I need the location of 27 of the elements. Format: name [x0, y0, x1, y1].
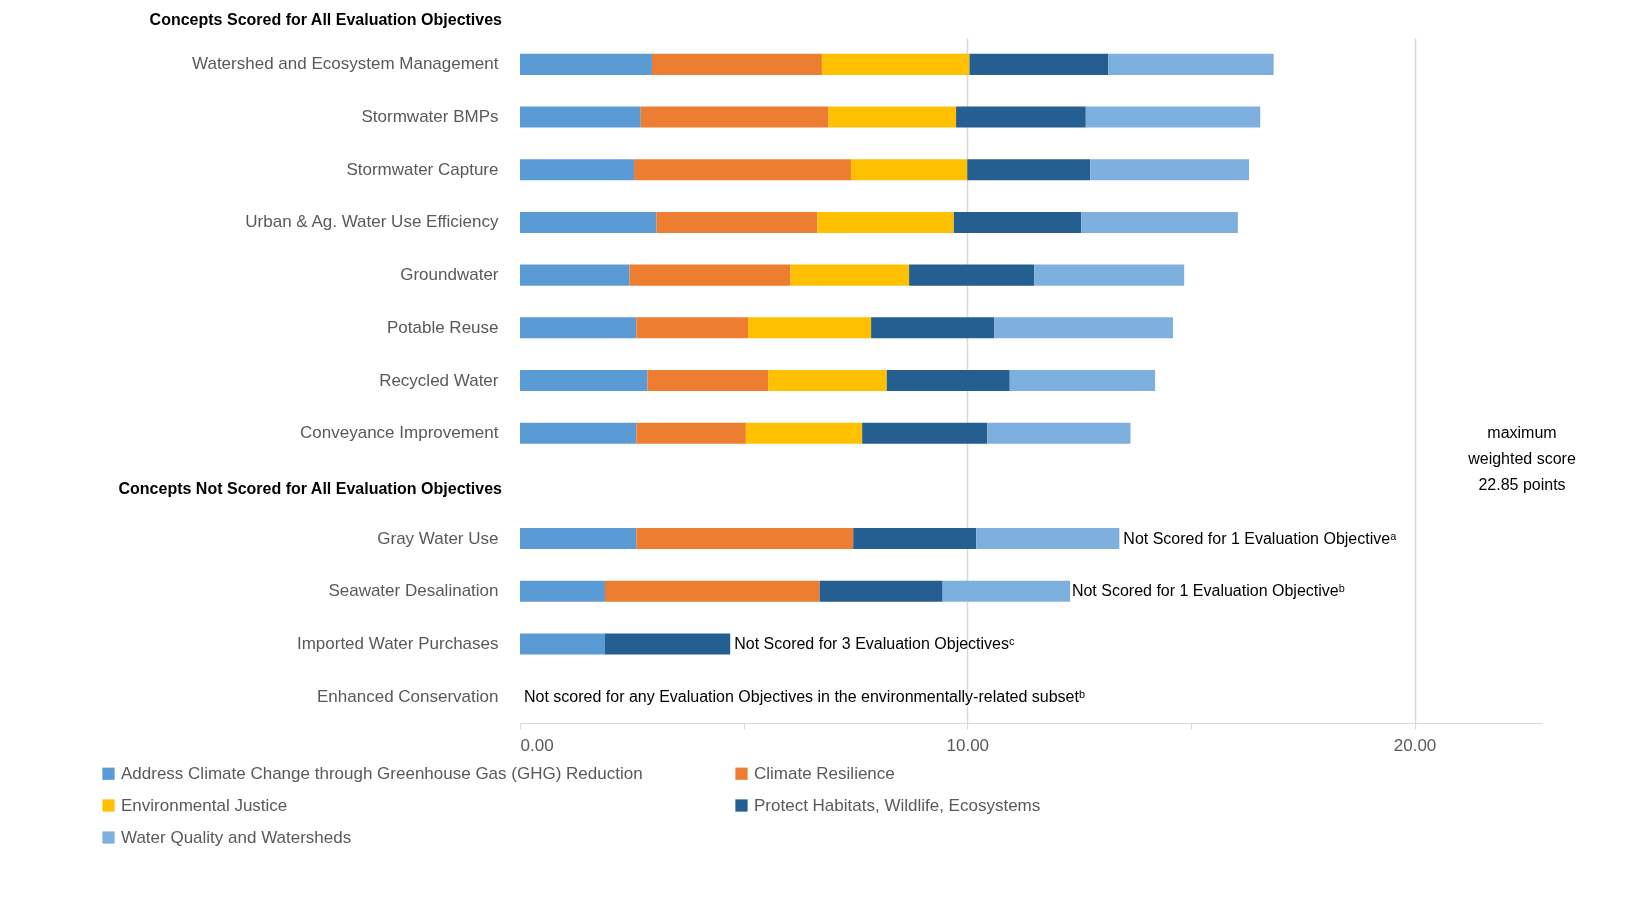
legend-label: Protect Habitats, Wildlife, Ecosystems	[754, 795, 1041, 815]
y-tick-label: Seawater Desalination	[328, 581, 499, 601]
legend-label: Environmental Justice	[121, 795, 288, 815]
annotation: maximum weighted score 22.85 points	[1467, 424, 1576, 494]
annotation: Not Scored for 1 Evaluation Objectiveᵃ	[1123, 529, 1398, 547]
annotation: Not Scored for 1 Evaluation Objectiveᵇ	[1071, 582, 1345, 600]
y-tick-label: Gray Water Use	[377, 528, 499, 548]
y-tick-label: Imported Water Purchases	[296, 633, 499, 653]
legend-label: Address Climate Change through Greenhouse Gas (GHG) Reduction	[121, 763, 643, 783]
annotation: Not scored for any Evaluation Objectives in the environmentally-related subsetᵇ	[524, 687, 1085, 705]
legend-label: Water Quality and Watersheds	[121, 827, 352, 847]
y-tick-label: Groundwater	[400, 265, 499, 285]
y-tick-label: Recycled Water	[379, 370, 499, 390]
x-tick-label: 10.00	[946, 735, 990, 755]
y-tick-label: Potable Reuse	[386, 317, 499, 337]
text: Concepts Scored for All Evaluation Objectives	[149, 11, 503, 28]
y-tick-label: Watershed and Ecosystem Management	[192, 54, 499, 74]
y-tick-label: Stormwater Capture	[346, 159, 499, 179]
legend-label: Climate Resilience	[754, 763, 895, 783]
y-tick-label: Urban & Ag. Water Use Efficiency	[245, 212, 499, 232]
x-tick-label: 0.00	[520, 735, 554, 755]
y-tick-label: Stormwater BMPs	[361, 107, 499, 127]
y-tick-label: Enhanced Conservation	[317, 686, 499, 706]
text: Concepts Not Scored for All Evaluation Objectives	[118, 479, 503, 497]
annotation: Not Scored for 3 Evaluation Objectivesᶜ	[734, 634, 1016, 652]
y-tick-label: Conveyance Improvement	[300, 423, 499, 443]
x-tick-label: 20.00	[1393, 735, 1437, 755]
